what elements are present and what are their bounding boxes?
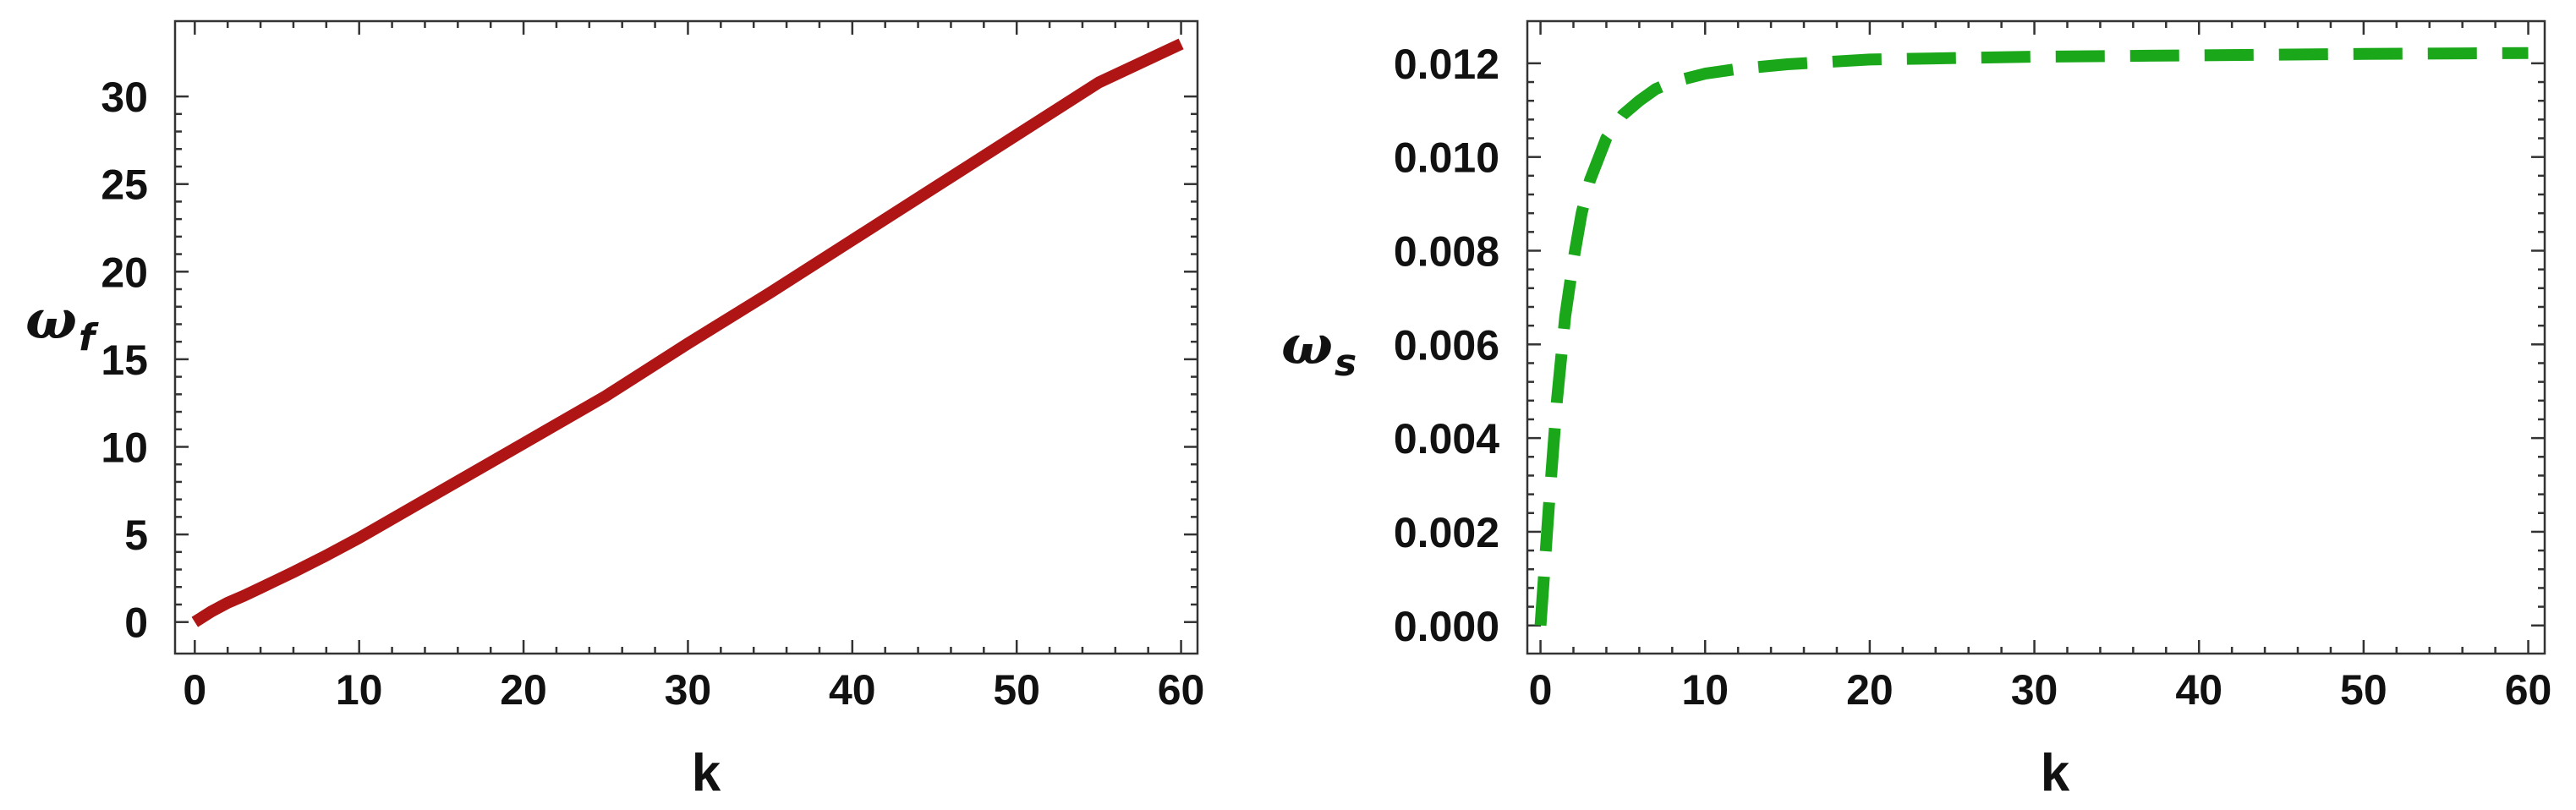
right-y-tick-label: 0.000	[1394, 603, 1499, 650]
right-chart-panel: 0 10 20 30 40 50 60 0.0000.0020.0040.0060.0080…	[1281, 19, 2552, 802]
left-x-tick-label: 10	[336, 666, 383, 714]
left-chart-panel: 0 10 20 30 40 50 60 0 5 10 15 20 25 30 k ωf	[25, 19, 1204, 802]
left-ticks	[175, 21, 1198, 654]
left-y-tick-label: 15	[101, 337, 148, 384]
left-x-tick-label: 50	[993, 666, 1040, 714]
right-y-tick-labels: 0.000 0.002 0.004 0.006 0.008 0.010 0.012	[1394, 41, 1499, 650]
right-x-tick-label: 0	[1529, 666, 1553, 714]
left-x-tick-label: 30	[665, 666, 712, 714]
right-x-tick-label: 50	[2340, 666, 2387, 714]
right-series-line	[1534, 47, 2529, 627]
right-x-tick-labels: 0 10 20 30 40 50 60	[1529, 666, 2552, 714]
right-x-axis-label: k	[2041, 744, 2070, 802]
left-x-tick-label: 40	[829, 666, 876, 714]
left-y-tick-label: 30	[101, 74, 148, 121]
left-x-tick-label: 20	[500, 666, 547, 714]
right-plot-frame	[1526, 19, 2546, 655]
left-y-tick-labels: 0 5 10 15 20 25 30	[101, 74, 148, 647]
left-series	[191, 38, 1184, 627]
left-x-tick-label: 0	[183, 666, 206, 714]
right-x-tick-label: 40	[2175, 666, 2222, 714]
left-y-axis-label: ωf	[25, 288, 99, 359]
right-y-tick-label: 0.004	[1394, 415, 1499, 462]
right-y-tick-label: 0.008	[1394, 227, 1499, 275]
left-y-axis-subscript: f	[79, 316, 99, 359]
right-x-tick-label: 20	[1846, 666, 1894, 714]
right-y-tick-label: 0.002	[1394, 509, 1499, 556]
right-y-tick-label: 0.012	[1394, 41, 1499, 88]
left-y-tick-label: 5	[124, 512, 148, 559]
left-x-tick-labels: 0 10 20 30 40 50 60	[183, 666, 1204, 714]
right-x-tick-label: 10	[1681, 666, 1729, 714]
left-plot-frame	[173, 19, 1199, 655]
left-y-tick-label: 0	[124, 599, 148, 647]
right-y-axis-symbol: ω	[1281, 314, 1333, 377]
left-x-axis-label: k	[692, 744, 721, 802]
right-y-axis-label: ωs	[1281, 314, 1357, 385]
right-x-tick-label: 30	[2011, 666, 2058, 714]
left-series-line	[191, 38, 1184, 627]
right-y-axis-subscript: s	[1335, 342, 1357, 385]
left-y-axis-symbol: ω	[25, 288, 77, 352]
left-y-tick-label: 20	[101, 249, 148, 296]
left-y-tick-label: 25	[101, 161, 148, 209]
right-ticks	[1527, 21, 2545, 654]
right-y-tick-label: 0.006	[1394, 321, 1499, 369]
right-x-tick-label: 60	[2505, 666, 2552, 714]
right-series	[1534, 47, 2529, 627]
left-y-tick-label: 10	[101, 424, 148, 472]
left-x-tick-label: 60	[1158, 666, 1205, 714]
right-y-tick-label: 0.010	[1394, 134, 1499, 182]
